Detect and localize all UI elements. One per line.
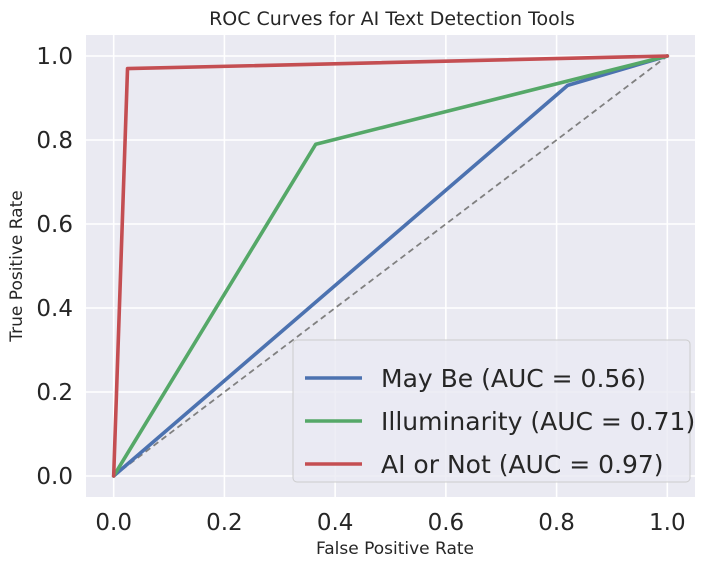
legend-label-3: AI or Not (AUC = 0.97) (381, 450, 664, 479)
x-tick-label: 0.0 (95, 510, 132, 536)
chart-title: ROC Curves for AI Text Detection Tools (209, 8, 575, 30)
x-axis-label: False Positive Rate (316, 539, 474, 559)
x-tick-label: 1.0 (649, 510, 686, 536)
y-tick-label: 0.4 (36, 296, 73, 322)
y-axis-ticks: 0.0 0.2 0.4 0.6 0.8 1.0 (36, 44, 73, 490)
roc-series-line-3 (111, 54, 670, 478)
y-tick-label: 0.6 (36, 212, 73, 238)
legend-label-2: Illuminarity (AUC = 0.71) (381, 407, 695, 436)
x-tick-label: 0.8 (538, 510, 575, 536)
legend-label-1: May Be (AUC = 0.56) (381, 364, 646, 393)
legend-entries: May Be (AUC = 0.56) Illuminarity (AUC = 0… (305, 364, 695, 479)
x-tick-label: 0.4 (317, 510, 354, 536)
y-tick-label: 0.0 (36, 464, 73, 490)
roc-series-line-2 (111, 54, 670, 478)
legend-box (292, 339, 691, 483)
legend: May Be (AUC = 0.56) Illuminarity (AUC = 0… (292, 339, 695, 483)
x-tick-label: 0.6 (428, 510, 465, 536)
y-tick-label: 0.8 (36, 128, 73, 154)
y-axis-label: True Positive Rate (7, 190, 27, 342)
x-axis-ticks: 0.0 0.2 0.4 0.6 0.8 1.0 (95, 510, 685, 536)
x-tick-label: 0.2 (206, 510, 243, 536)
chance-reference-line (113, 55, 668, 477)
y-tick-label: 0.2 (36, 380, 73, 406)
series-layer (111, 54, 670, 478)
y-tick-label: 1.0 (36, 44, 73, 70)
